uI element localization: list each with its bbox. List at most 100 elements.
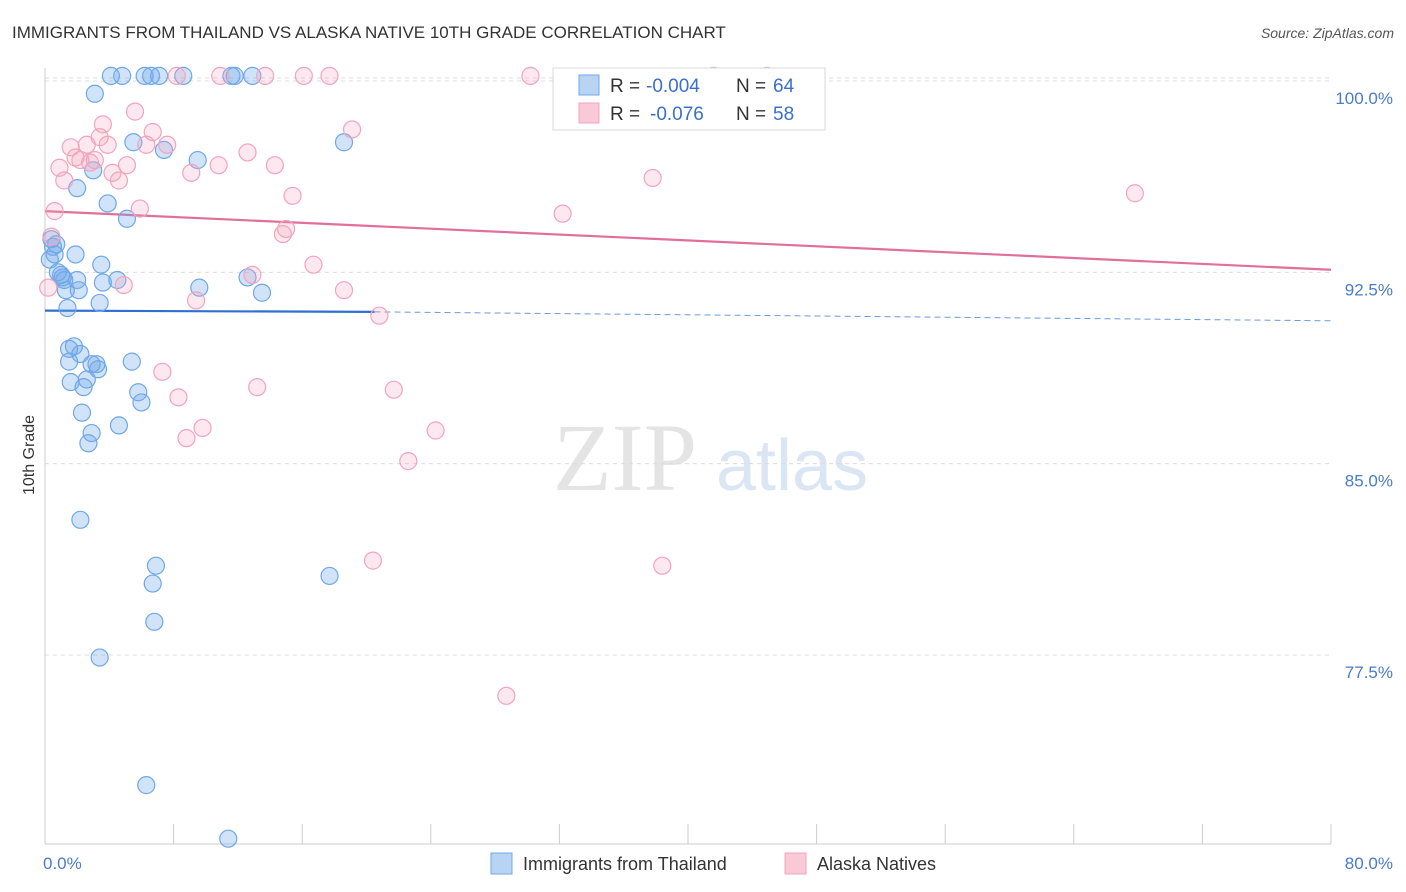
point-blue: [146, 556, 166, 575]
point-pink: [66, 148, 85, 167]
point-pink: [55, 171, 74, 190]
scatter-points: [39, 66, 1144, 848]
point-blue: [79, 434, 98, 453]
point-blue: [88, 360, 108, 379]
point-blue: [109, 416, 129, 435]
point-pink: [243, 265, 262, 284]
point-blue: [135, 66, 154, 85]
point-pink: [1125, 184, 1144, 203]
point-pink: [109, 171, 129, 190]
point-pink: [158, 135, 177, 154]
point-blue: [132, 393, 151, 412]
point-pink: [653, 556, 672, 575]
stats-legend-swatch-blue: [578, 74, 600, 96]
point-blue: [113, 66, 132, 85]
point-pink: [98, 135, 117, 154]
point-blue: [145, 612, 164, 631]
point-pink: [177, 429, 196, 448]
point-blue: [90, 293, 109, 313]
point-pink: [248, 378, 267, 397]
axes: [44, 68, 1332, 845]
point-blue: [82, 423, 101, 443]
point-pink: [273, 224, 293, 244]
point-blue: [40, 250, 59, 269]
point-blue: [143, 574, 162, 593]
point-pink: [283, 186, 302, 205]
point-pink: [256, 66, 275, 85]
point-pink: [370, 306, 389, 325]
x-tick-labels: 0.0% 80.0%: [43, 854, 1393, 873]
chart-title: IMMIGRANTS FROM THAILAND VS ALASKA NATIV…: [12, 23, 726, 42]
stats-n-label-2: N =: [736, 104, 766, 125]
legend-swatch-alaska: [784, 852, 807, 875]
point-blue: [93, 273, 112, 292]
point-blue: [72, 403, 92, 422]
y-axis-label: 10th Grade: [21, 415, 38, 495]
point-pink: [169, 388, 188, 407]
point-pink: [209, 156, 228, 175]
point-pink: [497, 686, 516, 705]
stats-n-label-1: N =: [736, 76, 766, 97]
point-pink: [130, 199, 149, 218]
point-pink: [114, 275, 133, 295]
point-blue: [90, 648, 109, 667]
y-tick-label: 100.0%: [1335, 89, 1393, 108]
stats-r-label-1: R =: [610, 76, 640, 97]
point-pink: [153, 362, 172, 381]
point-pink: [45, 202, 64, 221]
point-pink: [334, 281, 354, 300]
y-tick-label: 92.5%: [1345, 280, 1393, 299]
point-pink: [294, 66, 313, 85]
point-blue: [71, 344, 90, 364]
point-pink: [117, 156, 137, 175]
legend-label-alaska: Alaska Natives: [817, 854, 936, 874]
point-pink: [211, 66, 230, 85]
point-blue: [66, 245, 85, 264]
point-blue: [243, 66, 262, 85]
point-pink: [363, 551, 383, 570]
legend-label-thailand: Immigrants from Thailand: [523, 854, 727, 874]
bottom-legend: Immigrants from Thailand Alaska Natives: [490, 852, 936, 875]
stats-n-value-1: 64: [773, 76, 795, 97]
y-tick-labels: 100.0% 92.5% 85.0% 77.5%: [1335, 89, 1393, 682]
stats-legend-swatch-pink: [578, 102, 600, 124]
y-tick-label: 77.5%: [1345, 663, 1393, 682]
point-pink: [187, 291, 206, 310]
y-tick-label: 85.0%: [1345, 472, 1393, 491]
point-blue: [122, 352, 141, 371]
x-tick-label: 0.0%: [43, 854, 82, 873]
watermark-atlas: atlas: [716, 426, 868, 506]
point-blue: [98, 194, 117, 213]
trend-line-pink: [44, 210, 1332, 271]
trend-lines: [44, 210, 1332, 322]
point-blue: [60, 339, 79, 358]
chart-source: Source: ZipAtlas.com: [1261, 25, 1394, 41]
gridlines: [45, 77, 1331, 656]
point-pink: [521, 66, 540, 85]
point-pink: [320, 66, 339, 85]
point-pink: [238, 143, 257, 162]
point-pink: [143, 122, 162, 142]
point-pink: [342, 120, 362, 139]
trend-line-extension-blue: [374, 311, 1332, 322]
stats-r-value-1: -0.004: [646, 76, 700, 97]
point-pink: [193, 418, 212, 438]
point-pink: [125, 102, 145, 121]
point-blue: [174, 66, 193, 85]
point-blue: [129, 383, 148, 402]
stats-r-value-2: -0.076: [650, 104, 704, 125]
trend-line-blue: [44, 309, 375, 313]
point-blue: [117, 209, 137, 228]
point-blue: [154, 140, 174, 159]
point-blue: [137, 776, 156, 795]
point-pink: [399, 452, 418, 471]
point-blue: [225, 66, 244, 85]
stats-n-value-2: 58: [773, 104, 794, 125]
point-blue: [53, 268, 72, 287]
stats-legend: R = -0.004 N = 64 R = -0.076 N = 58: [552, 67, 826, 131]
legend-swatch-thailand: [490, 852, 513, 875]
point-pink: [265, 156, 284, 175]
point-blue: [150, 66, 169, 85]
point-pink: [553, 204, 572, 223]
